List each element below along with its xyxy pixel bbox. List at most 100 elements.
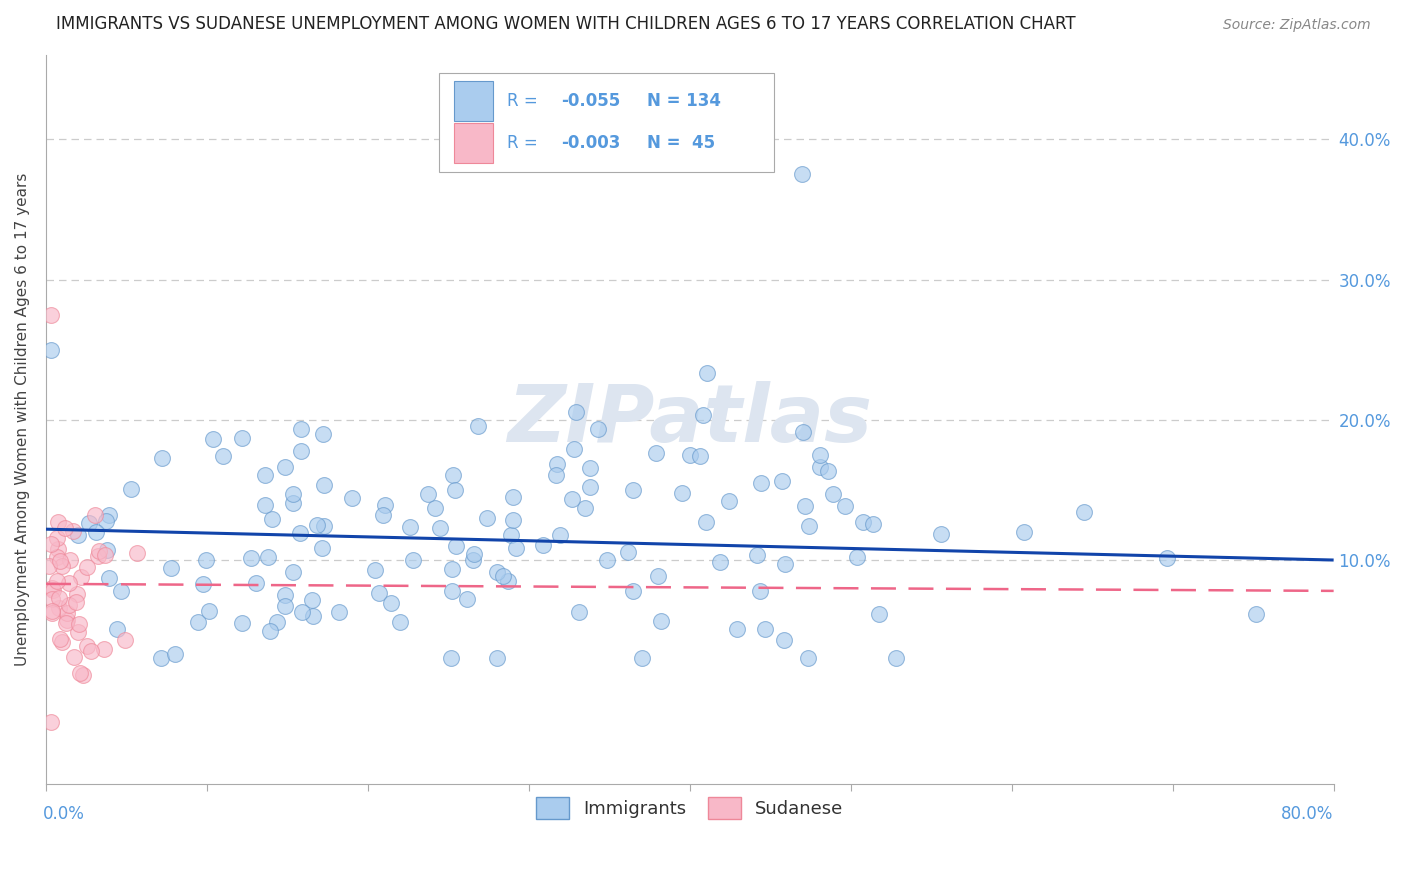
Point <box>340 491 363 505</box>
Point <box>253 468 276 483</box>
Point <box>579 461 602 475</box>
Point <box>616 545 638 559</box>
Point <box>97 571 120 585</box>
Point <box>429 521 451 535</box>
Point <box>568 605 591 619</box>
Point <box>477 511 499 525</box>
Point <box>49 632 72 646</box>
Point <box>94 548 117 562</box>
Point <box>266 615 288 629</box>
Point <box>69 666 91 681</box>
Point <box>239 551 262 566</box>
Point <box>586 422 609 436</box>
Point <box>84 524 107 539</box>
Point <box>46 541 69 556</box>
Point <box>302 608 325 623</box>
Point <box>67 527 90 541</box>
Point <box>544 468 567 483</box>
Point <box>749 475 772 490</box>
Point <box>884 651 907 665</box>
Point <box>53 521 76 535</box>
Point <box>578 480 600 494</box>
Point <box>260 511 283 525</box>
Point <box>416 486 439 500</box>
Point <box>797 519 820 533</box>
Point <box>444 540 467 554</box>
Bar <box>454 122 492 162</box>
Point <box>48 591 70 606</box>
Point <box>371 508 394 522</box>
Point <box>367 586 389 600</box>
Point <box>41 606 63 620</box>
Point <box>245 576 267 591</box>
Point <box>441 467 464 482</box>
Point <box>150 651 173 665</box>
Text: N =  45: N = 45 <box>647 134 716 152</box>
Point <box>56 606 79 620</box>
Point <box>631 651 654 665</box>
Text: R =: R = <box>508 92 543 110</box>
Point <box>441 562 464 576</box>
Point <box>621 584 644 599</box>
Point <box>548 527 571 541</box>
Point <box>65 587 87 601</box>
Text: -0.003: -0.003 <box>561 134 620 152</box>
Point <box>492 569 515 583</box>
Point <box>561 492 583 507</box>
Point <box>689 449 711 463</box>
Point <box>312 519 335 533</box>
Point <box>444 483 467 497</box>
Point <box>1073 505 1095 519</box>
Point <box>772 633 794 648</box>
Point <box>76 560 98 574</box>
Point <box>41 714 63 729</box>
Point <box>51 558 73 573</box>
Point <box>425 501 447 516</box>
Point <box>312 427 335 442</box>
Bar <box>454 81 492 121</box>
Point <box>696 367 718 381</box>
Point <box>39 343 62 357</box>
Point <box>202 432 225 446</box>
Point <box>772 474 794 488</box>
Point <box>794 499 817 513</box>
Point <box>56 613 79 627</box>
Point <box>808 460 831 475</box>
Point <box>502 513 524 527</box>
Point <box>929 527 952 541</box>
Point <box>187 615 209 629</box>
Point <box>562 442 585 456</box>
Point <box>256 550 278 565</box>
Point <box>290 422 312 436</box>
Point <box>93 642 115 657</box>
Point <box>65 595 87 609</box>
Point <box>574 501 596 516</box>
Point <box>709 555 731 569</box>
Point <box>380 596 402 610</box>
Point <box>808 448 831 462</box>
Point <box>328 605 350 619</box>
Point <box>41 591 63 606</box>
Point <box>647 568 669 582</box>
Point <box>121 483 143 497</box>
Point <box>231 431 253 445</box>
Point <box>63 650 86 665</box>
Point <box>1156 550 1178 565</box>
Point <box>1246 607 1268 621</box>
Point <box>160 560 183 574</box>
Point <box>463 547 485 561</box>
Point <box>773 558 796 572</box>
Point <box>440 584 463 599</box>
Point <box>46 574 69 589</box>
Point <box>66 624 89 639</box>
Point <box>274 460 297 475</box>
Point <box>374 499 396 513</box>
Point <box>725 622 748 636</box>
Point <box>501 528 523 542</box>
Point <box>456 591 478 606</box>
Point <box>440 651 463 665</box>
Point <box>127 546 149 560</box>
Point <box>546 458 568 472</box>
Point <box>290 526 312 541</box>
Point <box>845 549 868 564</box>
